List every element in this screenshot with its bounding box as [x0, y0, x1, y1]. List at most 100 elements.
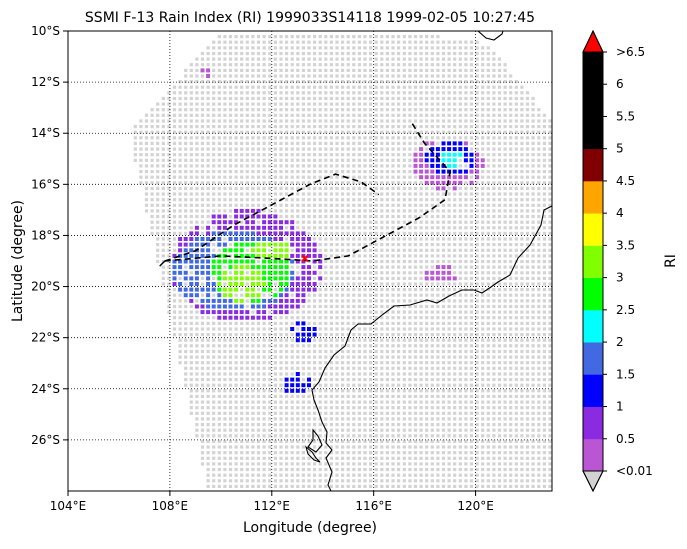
- swath-pixel: [548, 158, 552, 162]
- swath-pixel: [525, 355, 530, 359]
- swath-pixel: [184, 125, 188, 129]
- swath-pixel: [206, 181, 210, 185]
- swath-pixel: [200, 451, 205, 455]
- swath-pixel: [436, 423, 440, 427]
- swath-pixel: [189, 209, 193, 213]
- swath-pixel: [256, 40, 261, 44]
- swath-pixel: [346, 445, 350, 449]
- swath-pixel: [397, 220, 401, 224]
- swath-pixel: [425, 473, 429, 477]
- swath-pixel: [509, 259, 513, 264]
- swath-pixel: [453, 130, 457, 134]
- swath-pixel: [346, 479, 350, 483]
- swath-pixel: [212, 108, 216, 112]
- swath-pixel: [497, 288, 502, 292]
- swath-pixel: [458, 406, 462, 410]
- swath-pixel: [419, 203, 423, 207]
- swath-pixel: [369, 484, 373, 488]
- swath-pixel: [436, 479, 440, 483]
- swath-pixel: [273, 423, 277, 427]
- swath-pixel: [212, 344, 216, 348]
- swath-pixel: [329, 259, 333, 264]
- swath-pixel: [486, 321, 490, 325]
- swath-pixel: [402, 231, 406, 235]
- swath-pixel: [464, 68, 468, 72]
- swath-pixel: [453, 383, 457, 387]
- swath-pixel: [178, 310, 182, 314]
- swath-pixel: [385, 231, 389, 235]
- swath-pixel: [195, 220, 199, 224]
- swath-pixel: [172, 136, 177, 140]
- swath-pixel: [453, 456, 457, 460]
- swath-pixel: [363, 344, 367, 348]
- swath-pixel: [520, 209, 524, 213]
- swath-pixel: [537, 406, 541, 410]
- swath-pixel: [436, 40, 440, 44]
- swath-pixel: [341, 349, 345, 354]
- swath-pixel: [503, 231, 507, 235]
- swath-pixel: [245, 361, 249, 365]
- swath-pixel: [324, 102, 328, 106]
- swath-pixel: [425, 333, 429, 337]
- swath-pixel: [256, 198, 261, 202]
- swath-pixel: [156, 141, 160, 145]
- swath-pixel: [441, 394, 446, 398]
- swath-pixel: [492, 209, 496, 213]
- swath-pixel: [184, 153, 188, 157]
- swath-pixel: [486, 473, 490, 477]
- swath-pixel: [184, 80, 188, 84]
- swath-pixel: [217, 57, 221, 61]
- swath-pixel: [167, 214, 171, 219]
- swath-pixel: [251, 361, 255, 365]
- swath-pixel: [542, 467, 546, 472]
- swath-pixel: [206, 63, 210, 67]
- swath-pixel: [256, 68, 261, 72]
- swath-pixel: [441, 119, 446, 123]
- swath-pixel: [195, 344, 199, 348]
- swath-pixel: [369, 338, 373, 342]
- swath-pixel: [369, 434, 373, 438]
- swath-pixel: [453, 400, 457, 404]
- swath-pixel: [223, 355, 227, 359]
- swath-pixel: [548, 355, 552, 359]
- swath-pixel: [369, 394, 373, 398]
- swath-pixel: [509, 254, 513, 258]
- swath-pixel: [285, 46, 289, 50]
- swath-pixel: [189, 102, 193, 106]
- swath-pixel: [228, 423, 233, 427]
- swath-pixel: [228, 153, 233, 157]
- swath-pixel: [475, 479, 479, 483]
- swath-pixel: [531, 445, 535, 449]
- swath-pixel: [268, 153, 272, 157]
- swath-pixel: [234, 462, 238, 466]
- swath-pixel: [402, 170, 406, 174]
- swath-pixel: [408, 467, 412, 472]
- swath-pixel: [481, 383, 485, 387]
- swath-pixel: [458, 355, 462, 359]
- swath-pixel: [447, 428, 451, 432]
- swath-pixel: [408, 254, 412, 258]
- swath-pixel: [262, 389, 266, 393]
- swath-pixel: [514, 310, 518, 314]
- swath-pixel: [486, 451, 490, 455]
- swath-pixel: [156, 259, 160, 264]
- swath-pixel: [352, 383, 356, 387]
- swath-pixel: [189, 141, 193, 145]
- swath-pixel: [184, 349, 188, 354]
- swath-pixel: [352, 428, 356, 432]
- swath-pixel: [374, 209, 378, 213]
- swath-pixel: [324, 445, 328, 449]
- swath-pixel: [380, 35, 384, 39]
- swath-pixel: [419, 231, 423, 235]
- swath-pixel: [408, 192, 412, 196]
- swath-pixel: [212, 186, 216, 190]
- swath-pixel: [548, 344, 552, 348]
- swath-pixel: [497, 259, 502, 264]
- swath-pixel: [369, 361, 373, 365]
- swath-pixel: [374, 366, 378, 370]
- swath-pixel: [548, 231, 552, 235]
- swath-pixel: [273, 85, 277, 89]
- swath-pixel: [486, 333, 490, 337]
- swath-pixel: [475, 282, 479, 286]
- swath-pixel: [318, 80, 322, 84]
